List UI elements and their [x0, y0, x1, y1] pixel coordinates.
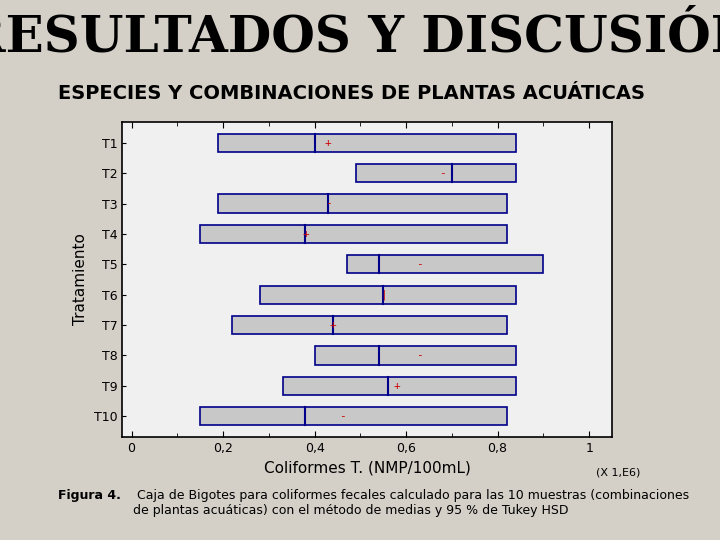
- Text: -: -: [416, 350, 423, 360]
- Bar: [233, 316, 507, 334]
- Text: Figura 4.: Figura 4.: [58, 489, 120, 502]
- Text: Caja de Bigotes para coliformes fecales calculado para las 10 muestras (combinac: Caja de Bigotes para coliformes fecales …: [133, 489, 689, 517]
- Text: +: +: [330, 320, 336, 330]
- Text: +: +: [394, 381, 400, 391]
- Text: -: -: [338, 411, 346, 421]
- Bar: [282, 377, 516, 395]
- Bar: [315, 346, 516, 364]
- Bar: [218, 194, 507, 213]
- Text: -: -: [416, 259, 423, 269]
- Text: (X 1,E6): (X 1,E6): [596, 468, 641, 478]
- Y-axis label: Tratamiento: Tratamiento: [73, 233, 89, 326]
- Bar: [200, 407, 507, 426]
- Text: |: |: [380, 289, 387, 300]
- Text: ESPECIES Y COMBINACIONES DE PLANTAS ACUÁTICAS: ESPECIES Y COMBINACIONES DE PLANTAS ACUÁ…: [58, 84, 644, 103]
- Bar: [260, 286, 516, 303]
- Bar: [346, 255, 544, 273]
- Bar: [200, 225, 507, 243]
- Text: -: -: [325, 199, 332, 208]
- X-axis label: Coliformes T. (NMP/100mL): Coliformes T. (NMP/100mL): [264, 461, 471, 476]
- Bar: [218, 134, 516, 152]
- Text: RESULTADOS Y DISCUSIÓN: RESULTADOS Y DISCUSIÓN: [0, 14, 720, 63]
- Text: -: -: [439, 168, 446, 178]
- Text: +: +: [325, 138, 332, 148]
- Text: +: +: [302, 229, 309, 239]
- Bar: [356, 164, 516, 183]
